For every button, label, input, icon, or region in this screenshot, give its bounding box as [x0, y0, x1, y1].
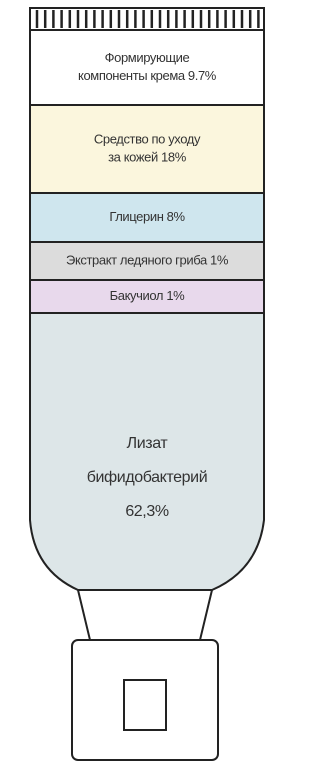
segment-label: компоненты крема 9.7% — [78, 68, 217, 83]
segment-label: Формирующие — [105, 50, 190, 65]
segment-label: 62,3% — [125, 503, 169, 520]
segment-label: бифидобактерий — [87, 469, 208, 486]
tube-neck — [78, 590, 212, 640]
segment-label: Средство по уходу — [94, 131, 201, 146]
segment-label: Лизат — [127, 435, 169, 452]
cap-window — [124, 680, 166, 730]
segment-label: Глицерин 8% — [109, 209, 185, 224]
tube-crimp — [30, 8, 264, 30]
crimp-band — [30, 8, 264, 30]
segment-label: Экстракт ледяного гриба 1% — [66, 252, 229, 267]
segment-label: за кожей 18% — [108, 149, 187, 164]
ingredient-segments: Формирующие компоненты крема 9.7% Средство… — [30, 30, 264, 590]
tube-diagram: Формирующие компоненты крема 9.7% Средство… — [0, 0, 286, 771]
tube-cap — [72, 640, 218, 760]
segment-label: Бакучиол 1% — [110, 288, 186, 303]
